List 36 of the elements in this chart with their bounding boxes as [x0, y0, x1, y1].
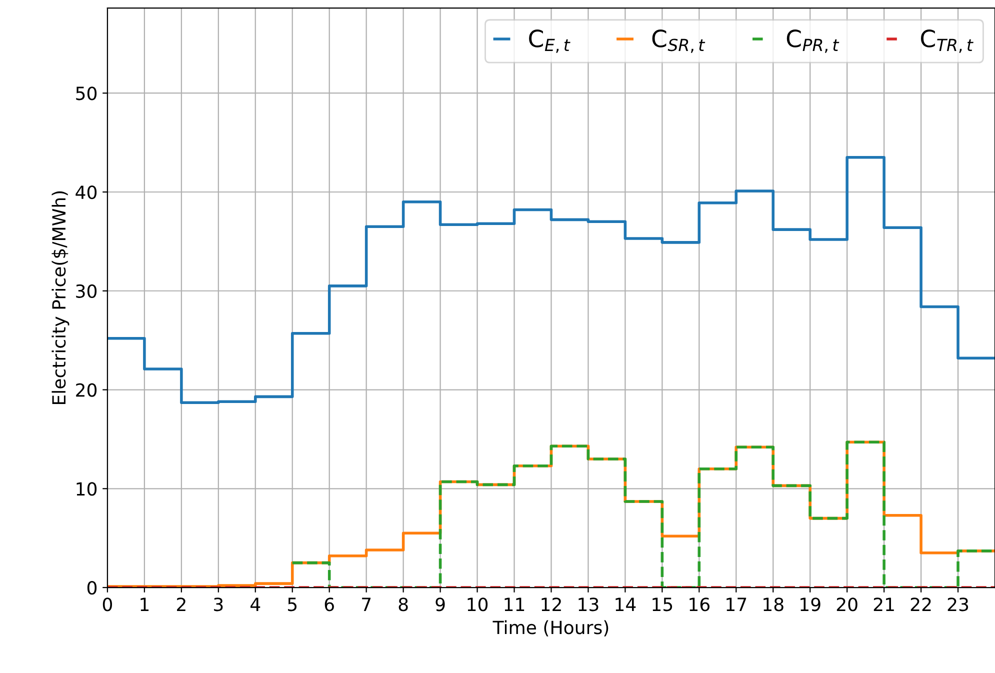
legend-label: C$_{SR,t}$	[652, 30, 706, 53]
legend-label: C$_{E,t}$	[529, 30, 570, 53]
legend-label: C$_{TR,t}$	[921, 30, 974, 53]
y-tick-label: 50	[76, 86, 97, 100]
x-tick-label: 21	[874, 598, 894, 611]
y-tick-label: 10	[76, 482, 97, 496]
x-tick-label: 15	[652, 598, 672, 612]
x-axis-title: Time (Hours)	[492, 620, 608, 636]
x-tick-label: 20	[836, 598, 858, 612]
x-tick-label: 4	[250, 598, 260, 611]
y-axis-title: Electricity Price($/MWh)	[52, 191, 70, 404]
y-tick-label: 30	[76, 284, 97, 298]
x-tick-label: 0	[102, 598, 112, 612]
x-tick-label: 8	[398, 598, 408, 612]
x-tick-label: 10	[468, 598, 488, 612]
x-tick-label: 13	[578, 598, 598, 612]
x-tick-label: 16	[690, 598, 710, 612]
x-tick-label: 22	[910, 598, 931, 611]
x-tick-label: 19	[800, 598, 820, 612]
x-tick-label: 5	[288, 598, 297, 612]
x-tick-label: 14	[616, 598, 636, 611]
x-tick-label: 17	[726, 598, 746, 611]
x-tick-label: 7	[362, 598, 371, 611]
x-tick-label: 18	[764, 598, 784, 612]
x-tick-label: 9	[436, 598, 445, 612]
x-tick-label: 2	[177, 598, 186, 611]
y-tick-label: 40	[76, 185, 97, 200]
x-tick-label: 11	[504, 598, 524, 611]
x-tick-label: 12	[542, 598, 561, 611]
x-tick-label: 1	[140, 598, 149, 611]
y-tick-label: 20	[76, 383, 97, 397]
x-tick-label: 23	[948, 598, 968, 612]
legend-label: C$_{PR,t}$	[786, 30, 840, 53]
x-tick-label: 3	[214, 598, 223, 612]
x-tick-label: 6	[324, 598, 334, 612]
y-tick-label: 0	[87, 580, 97, 595]
